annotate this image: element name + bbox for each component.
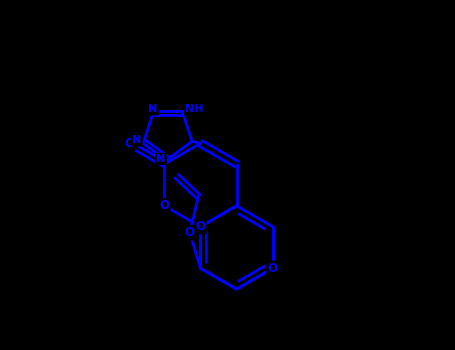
Text: N: N	[148, 104, 158, 114]
Text: N: N	[157, 154, 166, 164]
Text: O: O	[268, 262, 278, 275]
Text: O: O	[196, 220, 206, 233]
Text: O: O	[124, 137, 134, 150]
Text: O: O	[196, 220, 206, 233]
Text: N: N	[148, 104, 158, 114]
Text: N: N	[157, 154, 166, 164]
Text: O: O	[124, 137, 134, 150]
Text: NH: NH	[185, 104, 204, 114]
Text: O: O	[159, 199, 169, 212]
Text: O: O	[185, 226, 195, 239]
Text: O: O	[185, 226, 195, 239]
Text: O: O	[159, 199, 169, 212]
Text: N: N	[132, 135, 142, 146]
Text: O: O	[268, 262, 278, 275]
Text: N: N	[132, 135, 142, 146]
Text: NH: NH	[185, 104, 204, 114]
